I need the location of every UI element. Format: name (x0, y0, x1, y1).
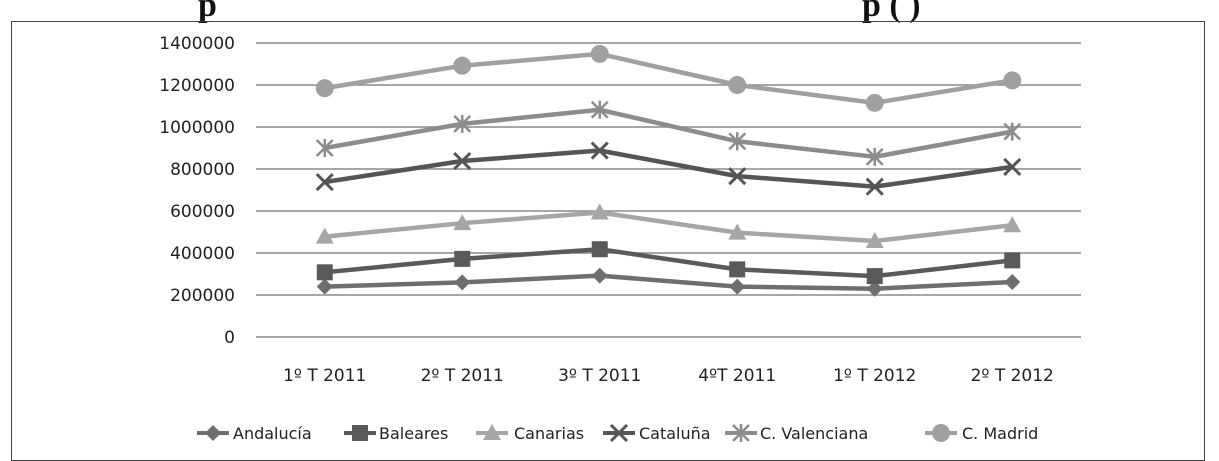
series-line-catalu-a (324, 148, 1013, 189)
data-point-canarias (315, 227, 334, 244)
legend-marker-c-madrid (932, 424, 950, 442)
data-point-baleares (1004, 252, 1021, 269)
series-line-c-madrid (324, 51, 1013, 106)
y-tick-label: 400000 (170, 244, 235, 264)
x-tick-label: 1º T 2011 (283, 366, 366, 386)
x-tick-label: 3º T 2011 (558, 366, 641, 386)
legend-label-canarias: Canarias (514, 424, 584, 443)
data-point-canarias (453, 214, 472, 231)
legend-marker-catalu-a (609, 423, 629, 443)
data-point-c-valenciana (453, 114, 472, 133)
legend-label-catalu-a: Cataluña (639, 424, 711, 443)
data-point-c-madrid (865, 93, 884, 112)
data-point-canarias (1003, 216, 1022, 233)
legend-label-andaluc-a: Andalucía (233, 424, 312, 443)
data-point-baleares (866, 268, 883, 285)
data-point-andaluc-a (866, 280, 883, 297)
legend-label-c-valenciana: C. Valenciana (760, 424, 868, 443)
legend-marker-canarias (483, 424, 501, 440)
data-point-c-madrid (1003, 71, 1022, 90)
data-point-baleares (591, 241, 608, 258)
y-tick-label: 200000 (170, 286, 235, 306)
data-point-c-madrid (590, 44, 609, 63)
legend-marker-c-valenciana (732, 424, 750, 442)
data-point-catalu-a (865, 177, 884, 196)
data-point-c-valenciana (315, 139, 334, 157)
x-tick-label: 1º T 2012 (833, 366, 916, 386)
legend-marker-andaluc-a (205, 425, 221, 441)
data-point-baleares (454, 250, 471, 267)
chart-title-right: p ( ) (862, 0, 921, 24)
data-point-catalu-a (728, 167, 747, 186)
data-point-catalu-a (1003, 157, 1022, 176)
data-point-andaluc-a (316, 278, 333, 295)
data-point-catalu-a (315, 172, 334, 192)
data-point-c-madrid (453, 56, 472, 75)
y-tick-label: 1200000 (159, 76, 235, 96)
data-point-canarias (590, 203, 609, 220)
x-tick-label: 2º T 2011 (421, 366, 504, 386)
legend-label-c-madrid: C. Madrid (962, 424, 1038, 443)
x-tick-label: 4ºT 2011 (698, 366, 776, 386)
data-point-catalu-a (453, 151, 472, 171)
data-point-canarias (865, 232, 884, 249)
series-line-andaluc-a (324, 273, 1013, 291)
y-tick-label: 0 (224, 328, 235, 348)
series-line-baleares (324, 246, 1013, 279)
x-tick-label: 2º T 2012 (971, 366, 1054, 386)
data-point-c-valenciana (728, 132, 747, 151)
data-point-c-valenciana (1003, 122, 1022, 141)
y-tick-label: 600000 (170, 202, 235, 222)
chart-title: p p ( ) (0, 0, 1219, 27)
line-chart: 0 200000 400000 600000 800000 1000000 1200000 1… (159, 34, 1081, 443)
data-point-c-madrid (728, 76, 747, 94)
data-point-catalu-a (590, 141, 609, 160)
legend-label-baleares: Baleares (379, 424, 448, 443)
series-line-canarias (324, 210, 1013, 244)
y-tick-label: 800000 (170, 160, 235, 180)
y-tick-label: 1000000 (159, 118, 235, 138)
data-point-canarias (728, 223, 747, 240)
data-point-andaluc-a (591, 267, 608, 284)
legend-marker-baleares (352, 425, 368, 441)
data-point-andaluc-a (1004, 273, 1021, 290)
data-point-c-valenciana (590, 100, 609, 119)
chart-title-left: p (198, 0, 217, 24)
y-tick-label: 1400000 (159, 34, 235, 54)
data-point-baleares (729, 261, 746, 278)
data-point-andaluc-a (729, 278, 746, 295)
data-point-andaluc-a (454, 274, 471, 291)
data-point-baleares (316, 264, 333, 281)
data-point-c-madrid (315, 79, 334, 98)
data-point-c-valenciana (865, 147, 884, 166)
series-line-c-valenciana (324, 107, 1013, 160)
